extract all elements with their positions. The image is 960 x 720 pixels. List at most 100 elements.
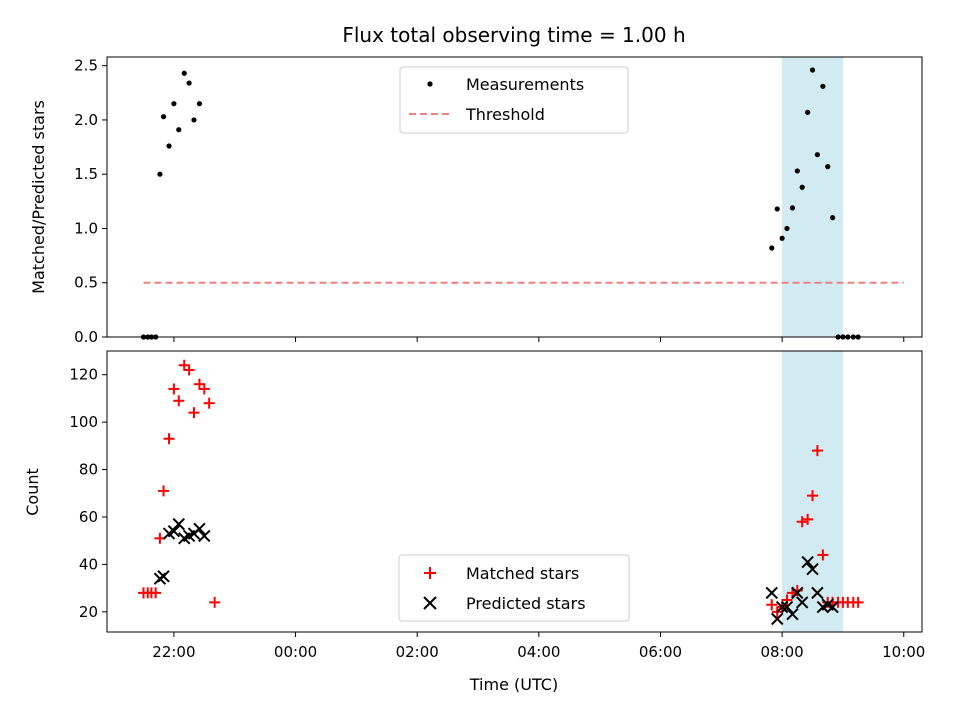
matched-star-point [807,490,819,502]
measurement-point [805,109,811,115]
predicted-star-point [795,596,809,609]
bottom-legend: Matched stars Predicted stars [398,554,630,622]
measurement-point [160,114,167,120]
bottom-y-tick-label: 40 [79,555,98,573]
top-y-tick-label: 1.5 [74,165,98,183]
measurement-point [799,184,805,190]
top-y-tick-label: 2.0 [74,111,98,129]
matched-star-point [158,485,170,497]
top-y-tick-label: 0.5 [74,274,98,292]
matched-star-point [183,364,195,376]
top-y-tick-label: 1.0 [74,219,98,237]
predicted-star-point [786,608,799,621]
bottom-y-axis: 20 40 60 80 100 120 [69,366,107,621]
predicted-star-stroke [775,600,789,614]
measurement-point [825,164,831,170]
measurement-point [829,215,836,221]
matched-star-point [852,596,864,608]
measurement-point [784,225,790,232]
predicted-star-point [198,529,211,543]
legend-measurements-label: Measurements [466,75,584,94]
bottom-y-tick-label: 100 [69,413,98,431]
matched-star-point [796,516,808,528]
bottom-y-tick-label: 80 [79,461,98,479]
predicted-star-point [167,525,181,538]
predicted-star-stroke [780,600,794,614]
top-y-tick-label: 0.0 [74,328,98,346]
measurement-point [814,152,820,158]
measurement-point [809,67,816,73]
matched-star-point [168,383,180,395]
top-plot-frame [106,56,923,338]
matched-star-point [193,378,205,390]
matched-star-point [209,596,221,608]
top-y-tick-label: 2.5 [74,57,98,75]
bottom-x-axis: 22:00 00:00 02:00 04:00 06:00 08:00 10:00 [152,632,925,661]
matched-star-point [178,359,190,371]
x-tick-label: 06:00 [639,643,682,661]
bottom-panel: 20 40 60 80 100 120 22:00 00:00 02:00 04:00 06:00… [23,350,925,694]
predicted-star-point [780,600,794,614]
top-legend: Measurements Threshold [399,66,629,134]
top-x-ticks [173,337,905,342]
x-tick-label: 22:00 [152,643,195,661]
matched-star-point [163,433,175,445]
predicted-star-stroke [826,600,839,614]
top-legend-box [399,66,629,134]
predicted-star-stroke [771,612,784,626]
x-tick-label: 10:00 [882,643,925,661]
bottom-panel-marks [137,359,864,626]
legend-measurements-marker [427,81,433,87]
matched-star-point [811,445,823,457]
legend-matched-label: Matched stars [466,564,579,583]
predicted-star-point [157,570,170,583]
bottom-y-tick-label: 20 [79,603,98,621]
matched-star-point [781,594,793,606]
predicted-star-stroke [801,555,814,569]
matched-star-point [188,407,200,419]
measurement-point [774,206,780,212]
predicted-star-point [801,555,814,569]
top-panel: 0.0 0.5 1.0 1.5 2.0 2.5 Matched/Predicted sta… [29,56,923,346]
predicted-star-point [193,522,206,536]
x-tick-label: 04:00 [517,643,560,661]
predicted-star-point [806,562,819,576]
measurement-point [186,80,192,86]
measurement-point [176,127,182,133]
measurement-point [820,83,826,89]
predicted-star-point [765,586,778,600]
measurement-point [157,171,163,177]
matched-star-point [802,513,814,525]
x-axis-label: Time (UTC) [469,675,558,694]
predicted-star-stroke [765,586,778,600]
predicted-star-stroke [795,596,809,609]
legend-predicted-label: Predicted stars [466,594,586,613]
predicted-star-point [811,586,824,600]
legend-threshold-label: Threshold [465,105,545,124]
bottom-plot-frame [106,350,923,633]
legend-predicted-marker [423,596,437,610]
predicted-star-stroke [821,598,834,611]
measurement-point [794,168,800,174]
predicted-star-stroke [157,570,170,583]
legend-matched-marker [424,567,436,579]
matched-star-point [203,397,215,409]
predicted-star-stroke [167,525,181,538]
bottom-y-tick-label: 60 [79,508,98,526]
predicted-star-stroke [806,562,819,576]
predicted-star-point [791,586,804,600]
bottom-legend-box [398,554,630,622]
top-shaded-span [782,57,843,337]
predicted-star-point [172,517,185,531]
chart-title: Flux total observing time = 1.00 h [342,23,685,47]
measurement-point [779,235,785,241]
matched-star-point [150,587,162,599]
predicted-star-stroke [811,586,824,600]
predicted-star-point [775,600,789,614]
measurement-point [171,101,177,107]
x-tick-label: 08:00 [760,643,803,661]
x-tick-label: 00:00 [274,643,317,661]
bottom-y-tick-label: 120 [69,366,98,384]
x-tick-label: 02:00 [396,643,439,661]
